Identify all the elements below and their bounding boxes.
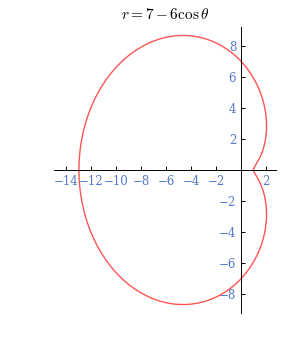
Title: $r = 7 - 6\cos\theta$: $r = 7 - 6\cos\theta$ [121,7,209,22]
